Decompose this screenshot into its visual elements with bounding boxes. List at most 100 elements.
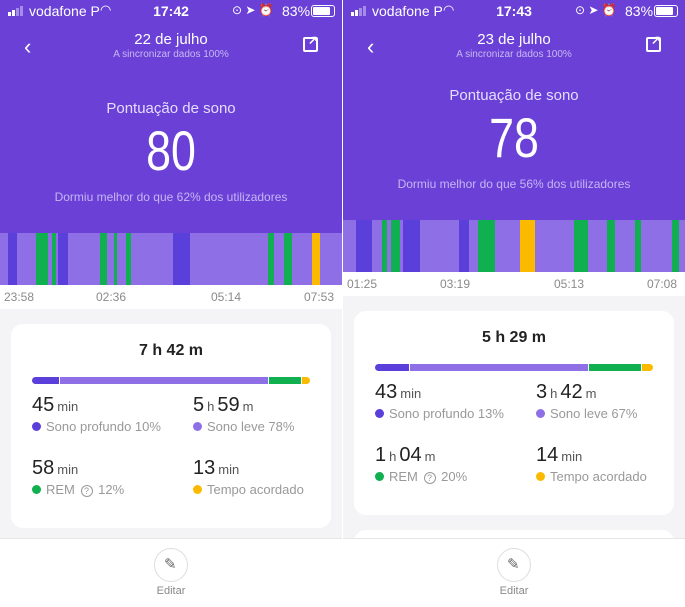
summary-awake-segment	[301, 377, 310, 384]
score-title: Pontuação de sono	[449, 87, 579, 104]
stage-light-segment	[372, 220, 382, 272]
stage-rem-segment	[391, 220, 401, 272]
carrier: vodafone P	[372, 3, 443, 19]
stage-light-segment	[587, 220, 608, 272]
stage-light-segment	[130, 233, 174, 285]
comparison-text: Dormiu melhor do que 56% dos utilizadore…	[397, 177, 631, 191]
total-sleep: 7 h 42 m	[138, 342, 204, 359]
summary-awake-segment	[642, 364, 653, 371]
legend-dot	[536, 409, 545, 418]
stat-awake: 13 min Tempo acordado	[193, 457, 304, 497]
stat-value: 04	[399, 444, 422, 466]
stage-rem-segment	[35, 233, 49, 285]
stage-light-segment	[343, 220, 357, 272]
stat-deep: 43 min Sono profundo 13%	[375, 381, 504, 421]
carrier: vodafone P	[29, 3, 100, 19]
summary-rem-segment	[588, 364, 642, 371]
total-minutes: 29	[509, 329, 528, 346]
legend-dot	[193, 422, 202, 431]
sleep-panel-left: vodafone P ◠ 17:42 ⊙ ➤ ⏰ 83% ‹ 22 de jul…	[0, 0, 342, 607]
summary-deep-segment	[375, 364, 410, 371]
edit-button[interactable]	[154, 548, 188, 582]
stage-deep-segment	[58, 233, 69, 285]
stat-percent: 20%	[441, 469, 468, 484]
signal-icon	[351, 6, 366, 16]
stage-rem-segment	[607, 220, 615, 272]
sleep-summary-card: 7 h 42 m 45 min Sono profundo 10% 5 h 59 m S…	[11, 324, 331, 528]
stat-awake: 14 min Tempo acordado	[536, 444, 647, 484]
time-label: 07:08	[647, 277, 678, 291]
page-title: 22 de julho	[134, 31, 208, 48]
summary-deep-segment	[32, 377, 59, 384]
bottom-bar: Editar	[0, 538, 342, 607]
header-area	[0, 0, 342, 233]
stage-rem-segment	[381, 220, 388, 272]
back-button[interactable]: ‹	[24, 34, 32, 59]
stat-unit: min	[57, 462, 79, 477]
stage-awake-segment	[520, 220, 535, 272]
score-title: Pontuação de sono	[106, 100, 236, 117]
battery-percent: 83%	[625, 3, 654, 19]
stage-light-segment	[0, 233, 9, 285]
help-icon[interactable]: ?	[80, 485, 93, 497]
summary-rem-segment	[268, 377, 301, 384]
stage-light-segment	[48, 233, 52, 285]
edit-button[interactable]	[497, 548, 531, 582]
battery-icon	[654, 5, 678, 17]
stat-unit: m	[242, 399, 254, 414]
stat-unit: min	[57, 399, 79, 414]
stage-light-segment	[106, 233, 114, 285]
stat-percent: 12%	[98, 482, 125, 497]
stat-label: Tempo acordado	[207, 482, 304, 497]
stat-value: 13	[193, 457, 216, 479]
stat-unit: min	[561, 449, 583, 464]
stage-light-segment	[55, 233, 59, 285]
stat-value: 58	[32, 457, 55, 479]
help-icon[interactable]: ?	[423, 472, 436, 484]
stage-light-segment	[614, 220, 635, 272]
legend-dot	[536, 472, 545, 481]
back-button[interactable]: ‹	[367, 34, 375, 59]
stage-light-segment	[319, 233, 342, 285]
total-hours: 5	[481, 329, 491, 346]
sleep-stage-chart[interactable]	[0, 233, 342, 285]
stage-light-segment	[419, 220, 459, 272]
stage-rem-segment	[573, 220, 588, 272]
stage-summary-bar	[32, 377, 310, 384]
stage-deep-segment	[173, 233, 190, 285]
stage-light-segment	[641, 220, 673, 272]
time-axis: 23:58 02:36 05:14 07:53	[0, 285, 342, 309]
stage-light-segment	[494, 220, 521, 272]
stage-light-segment	[189, 233, 269, 285]
status-bar: vodafone P ◠ 17:42 ⊙ ➤ ⏰ 83%	[0, 2, 342, 21]
stage-light-segment	[534, 220, 574, 272]
share-button[interactable]	[303, 33, 318, 52]
stage-awake-segment	[311, 233, 320, 285]
stat-unit: m	[585, 386, 597, 401]
page-title: 23 de julho	[477, 31, 551, 48]
stat-rem: 58 min REM ? 12%	[32, 457, 124, 497]
alarm-location-icons: ⊙ ➤ ⏰	[575, 3, 617, 17]
sleep-summary-card: 5 h 29 m 43 min Sono profundo 13% 3 h 42 m S…	[354, 311, 674, 515]
stat-label: REM	[389, 469, 418, 484]
stage-rem-segment	[125, 233, 131, 285]
time-label: 03:19	[440, 277, 471, 291]
sleep-stage-chart[interactable]	[343, 220, 685, 272]
legend-dot	[193, 485, 202, 494]
edit-label: Editar	[499, 585, 529, 597]
stage-light-segment	[678, 220, 685, 272]
time-label: 05:13	[554, 277, 585, 291]
battery-icon	[311, 5, 335, 17]
sync-status: A sincronizar dados 100%	[456, 49, 572, 60]
stat-value: 42	[560, 381, 583, 403]
stage-rem-segment	[99, 233, 107, 285]
stage-rem-segment	[634, 220, 642, 272]
wifi-icon: ◠	[443, 2, 455, 17]
sleep-score: 80	[146, 119, 196, 182]
time-label: 07:53	[304, 290, 335, 304]
share-button[interactable]	[646, 33, 661, 52]
edit-label: Editar	[156, 585, 186, 597]
legend-dot	[375, 472, 384, 481]
stage-light-segment	[116, 233, 126, 285]
stat-value: 59	[217, 394, 240, 416]
